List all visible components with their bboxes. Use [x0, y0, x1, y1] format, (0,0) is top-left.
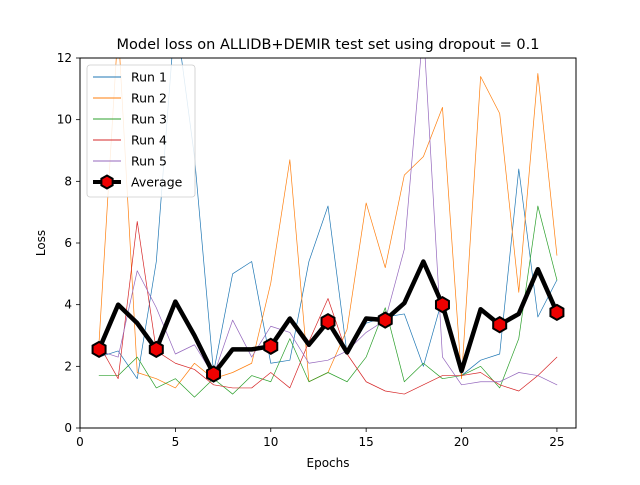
- y-tick-label: 10: [57, 113, 72, 127]
- x-tick-label: 15: [359, 435, 374, 449]
- legend: Run 1 Run 2 Run 3 Run 4 Run 5 Average: [87, 65, 195, 197]
- average-marker: [150, 342, 163, 357]
- average-marker: [436, 297, 449, 312]
- legend-label-run-4: Run 4: [131, 133, 167, 148]
- average-marker: [493, 317, 506, 332]
- legend-label-run-5: Run 5: [131, 154, 167, 169]
- x-tick-label: 5: [172, 435, 180, 449]
- legend-label-run-1: Run 1: [131, 70, 167, 85]
- y-tick-label: 2: [64, 359, 72, 373]
- y-tick-label: 6: [64, 236, 72, 250]
- average-marker: [550, 305, 563, 320]
- y-tick-label: 8: [64, 174, 72, 188]
- x-tick-label: 20: [454, 435, 469, 449]
- average-marker: [264, 339, 277, 354]
- legend-label-run-3: Run 3: [131, 112, 167, 127]
- legend-label-average: Average: [131, 175, 183, 190]
- average-marker: [322, 314, 335, 329]
- legend-marker-average: [101, 176, 112, 189]
- legend-label-run-2: Run 2: [131, 91, 167, 106]
- y-tick-label: 12: [57, 51, 72, 65]
- average-marker: [207, 367, 220, 382]
- y-tick-label: 0: [64, 421, 72, 435]
- x-axis-label: Epochs: [307, 456, 350, 470]
- x-tick-label: 10: [263, 435, 278, 449]
- y-tick-label: 4: [64, 298, 72, 312]
- y-axis-label: Loss: [34, 230, 48, 256]
- chart-title: Model loss on ALLIDB+DEMIR test set usin…: [117, 37, 540, 53]
- average-marker: [93, 342, 106, 357]
- x-tick-label: 0: [76, 435, 84, 449]
- x-tick-label: 25: [549, 435, 564, 449]
- average-marker: [379, 313, 392, 328]
